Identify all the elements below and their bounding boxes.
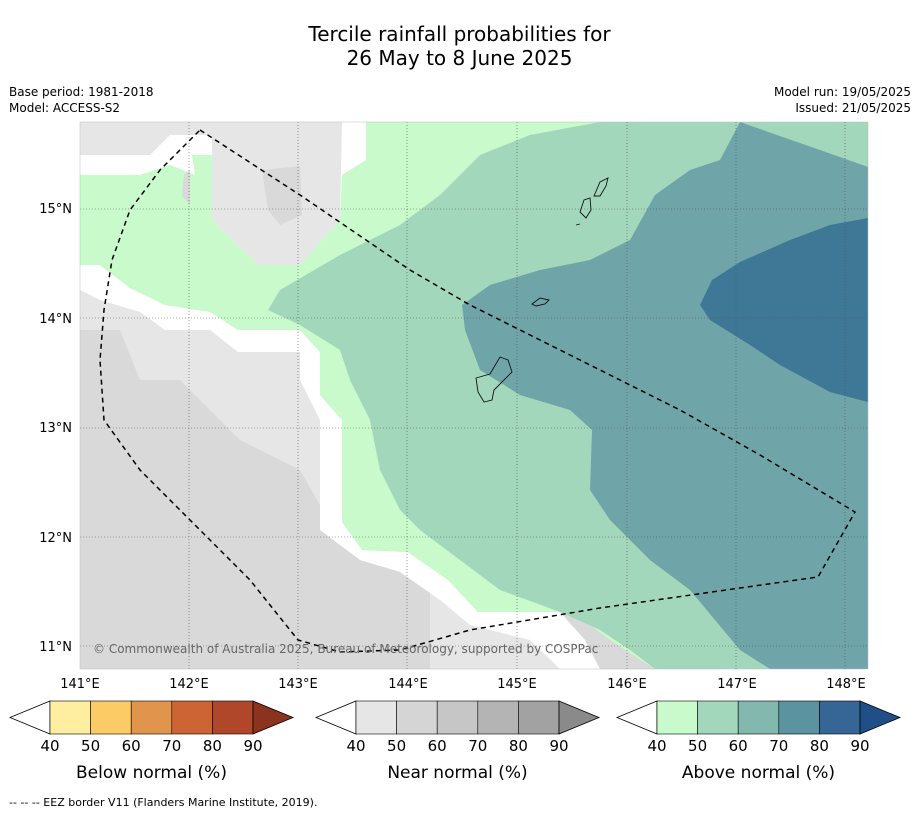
colorbar-segment [819, 700, 861, 735]
colorbar-under-triangle [8, 700, 51, 735]
lat-tick: 12°N [39, 531, 72, 546]
no-signal-region-2 [80, 265, 600, 669]
colorbar-tick-label: 60 [729, 737, 748, 755]
colorbar-segment [49, 700, 91, 735]
lat-tick: 13°N [39, 421, 72, 436]
colorbar-tick-label: 70 [468, 737, 487, 755]
colorbar-tick-label: 90 [549, 737, 568, 755]
lon-tick: 144°E [388, 677, 428, 692]
near-normal-50-patch [80, 374, 420, 669]
near-normal-hook [182, 170, 190, 205]
colorbar-tick-label: 50 [688, 737, 707, 755]
colorbar-segment [90, 700, 132, 735]
colorbar-tick-label: 50 [81, 737, 100, 755]
lon-tick: 143°E [278, 677, 318, 692]
colorbar-segment [171, 700, 213, 735]
colorbar-segment [355, 700, 397, 735]
footer-note: -- -- -- EEZ border V11 (Flanders Marine… [9, 796, 318, 809]
near-normal-50-island-patch [262, 166, 302, 225]
lat-axis: 15°N 14°N 13°N 12°N 11°N [39, 202, 72, 655]
colorbar-tick-label: 80 [203, 737, 222, 755]
colorbar-segment [778, 700, 820, 735]
colorbar-label: Below normal (%) [76, 763, 227, 783]
lat-tick: 11°N [39, 640, 72, 655]
lon-tick: 146°E [607, 677, 647, 692]
issued-date: Issued: 21/05/2025 [795, 101, 911, 115]
colorbar-label: Near normal (%) [387, 763, 527, 783]
colorbar-segment [697, 700, 739, 735]
above-normal-50-corner [740, 122, 868, 167]
colorbar-label: Above normal (%) [682, 763, 835, 783]
meta-right: Model run: 19/05/2025 Issued: 21/05/2025 [774, 84, 911, 116]
colorbar: 40 50 60 70 80 90 Above normal (%) [615, 700, 902, 783]
colorbar-segment [396, 700, 438, 735]
colorbar-segment [130, 700, 173, 735]
island-rota [531, 297, 550, 307]
lon-tick: 142°E [169, 677, 209, 692]
colorbar-under-triangle [615, 700, 658, 735]
colorbar-tick-label: 60 [122, 737, 141, 755]
colorbar-over-triangle [859, 700, 902, 735]
title-line-2: 26 May to 8 June 2025 [346, 46, 573, 70]
colorbar-segment [436, 700, 479, 735]
lat-tick: 14°N [39, 312, 72, 327]
above-normal-70-region [700, 218, 868, 402]
colorbar-tick-label: 60 [428, 737, 447, 755]
lat-tick: 15°N [39, 202, 72, 217]
colorbar-segment [212, 700, 254, 735]
island-aguijan [575, 223, 581, 226]
colorbar-tick-label: 70 [769, 737, 788, 755]
colorbar-tick-label: 40 [346, 737, 365, 755]
lon-tick: 145°E [497, 677, 537, 692]
meta-left: Base period: 1981-2018 Model: ACCESS-S2 [9, 84, 154, 116]
colorbar-tick-label: 70 [162, 737, 181, 755]
colorbar-tick-label: 50 [387, 737, 406, 755]
base-period: Base period: 1981-2018 [9, 85, 154, 99]
copyright-text: © Commonwealth of Australia 2025, Bureau… [93, 642, 598, 656]
model-run: Model run: 19/05/2025 [773, 85, 911, 99]
lon-tick: 148°E [826, 677, 866, 692]
graticule [80, 122, 868, 669]
island-saipan [593, 177, 609, 197]
island-guam [475, 356, 513, 403]
coastline [475, 177, 609, 403]
title-line-1: Tercile rainfall probabilities for [308, 22, 611, 46]
colorbar-segment [518, 700, 560, 735]
model-name: Model: ACCESS-S2 [9, 101, 121, 115]
map-frame [79, 121, 869, 670]
colorbar: 40 50 60 70 80 90 Below normal (%) [8, 700, 295, 783]
colorbar-segment [737, 700, 780, 735]
colorbar-legend: 40 50 60 70 80 90 Below normal (%) 40 50 60 70 80 90… [8, 700, 902, 783]
eez-border [99, 129, 857, 653]
above-normal-40-strip [192, 155, 366, 280]
lon-axis: 141°E 142°E 143°E 144°E 145°E 146°E 147°… [60, 677, 866, 692]
chart-title: Tercile rainfall probabilities for 26 Ma… [0, 22, 919, 70]
map-area [80, 122, 868, 669]
lon-tick: 141°E [60, 677, 100, 692]
colorbar-under-triangle [314, 700, 357, 735]
island-tinian [579, 197, 592, 219]
colorbar-segment [656, 700, 698, 735]
no-signal-region [80, 122, 366, 280]
colorbar-over-triangle [252, 700, 295, 735]
colorbar-tick-label: 90 [243, 737, 262, 755]
colorbar-tick-label: 40 [40, 737, 59, 755]
colorbar: 40 50 60 70 80 90 Near normal (%) [314, 700, 601, 783]
colorbar-tick-label: 90 [850, 737, 869, 755]
colorbar-tick-label: 80 [810, 737, 829, 755]
colorbar-over-triangle [558, 700, 601, 735]
lon-tick: 147°E [717, 677, 757, 692]
colorbar-tick-label: 80 [509, 737, 528, 755]
colorbar-tick-label: 40 [647, 737, 666, 755]
colorbar-segment [477, 700, 519, 735]
